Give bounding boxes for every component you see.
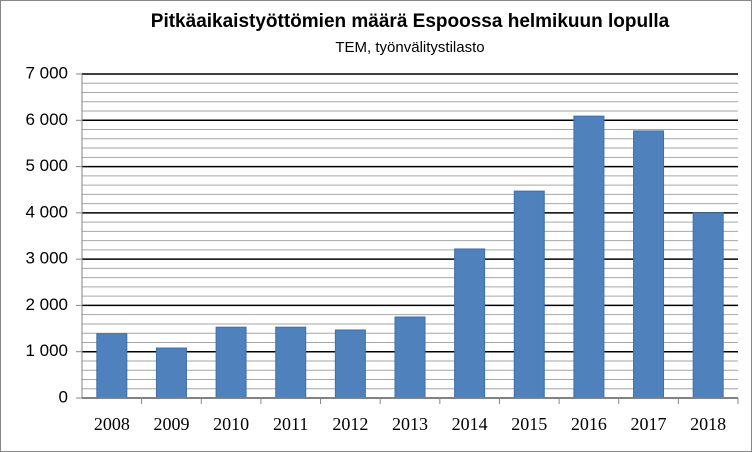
y-tick-label: 5 000 xyxy=(25,156,68,175)
y-tick-label: 4 000 xyxy=(25,202,68,221)
x-tick-label: 2013 xyxy=(392,414,428,434)
y-tick-label: 6 000 xyxy=(25,110,68,129)
y-tick-label: 3 000 xyxy=(25,249,68,268)
x-tick-label: 2014 xyxy=(452,414,488,434)
bar xyxy=(513,190,545,399)
x-tick-label: 2015 xyxy=(511,414,547,434)
y-tick-label: 0 xyxy=(59,387,68,406)
bar xyxy=(215,326,247,399)
bar xyxy=(633,130,665,399)
x-tick-label: 2008 xyxy=(94,414,130,434)
chart-title: Pitkäaikaistyöttömien määrä Espoossa hel… xyxy=(151,11,670,32)
bar xyxy=(275,326,307,399)
chart-subtitle: TEM, työnvälitystilasto xyxy=(335,39,484,56)
bar xyxy=(155,347,187,399)
x-tick-label: 2011 xyxy=(273,414,308,434)
bar xyxy=(454,248,486,399)
x-tick-label: 2017 xyxy=(631,414,667,434)
y-tick-label: 1 000 xyxy=(25,341,68,360)
y-tick-label: 7 000 xyxy=(25,63,68,82)
bar xyxy=(96,333,128,399)
x-tick-label: 2018 xyxy=(690,414,726,434)
bar xyxy=(692,212,724,399)
x-tick-label: 2016 xyxy=(571,414,607,434)
x-tick-label: 2010 xyxy=(213,414,249,434)
bar xyxy=(573,115,605,399)
bar xyxy=(394,316,426,399)
x-tick-label: 2012 xyxy=(332,414,368,434)
bar xyxy=(334,329,366,399)
y-tick-label: 2 000 xyxy=(25,295,68,314)
x-tick-label: 2009 xyxy=(153,414,189,434)
